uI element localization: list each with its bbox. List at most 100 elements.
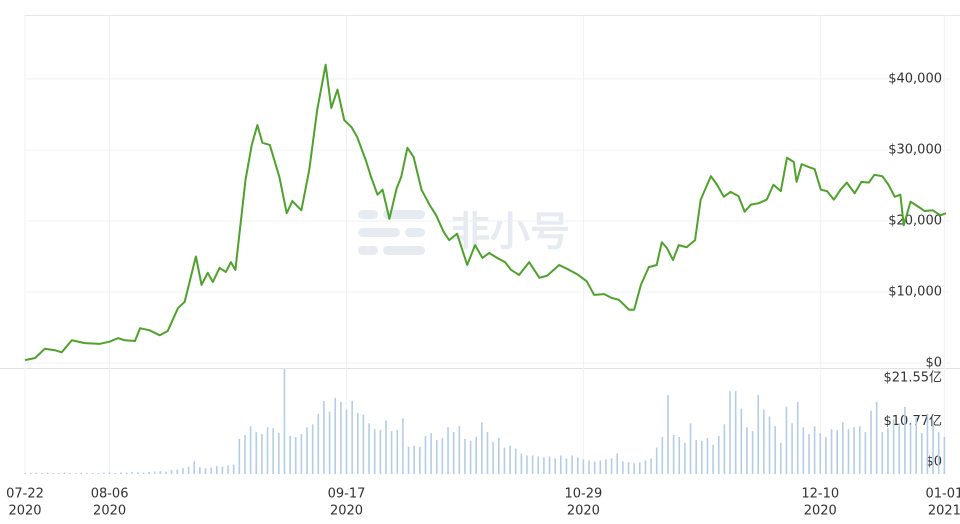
- watermark-icon: [358, 210, 425, 255]
- volume-bar: [91, 473, 94, 474]
- volume-bar: [232, 464, 235, 474]
- volume-bar: [283, 369, 286, 474]
- volume-bar: [402, 418, 404, 474]
- volume-bar: [526, 455, 528, 474]
- x-tick-year: 2020: [8, 504, 41, 519]
- volume-bar: [199, 467, 201, 474]
- volume-bar: [63, 472, 66, 474]
- volume-bar: [193, 461, 196, 474]
- volume-bar: [323, 400, 325, 474]
- volume-bar: [334, 397, 337, 474]
- volume-bar: [170, 470, 173, 474]
- volume-bar: [24, 473, 26, 474]
- volume-bar: [317, 413, 320, 474]
- volume-bar: [390, 431, 393, 474]
- volume-bar: [503, 447, 506, 474]
- volume-bar: [452, 432, 455, 474]
- volume-bar: [543, 457, 545, 474]
- volume-bar: [131, 472, 133, 474]
- volume-bar: [774, 426, 776, 474]
- volume-bar: [915, 417, 917, 474]
- volume-bar: [385, 420, 387, 474]
- volume-bar: [638, 462, 641, 474]
- volume-bar: [593, 461, 596, 474]
- volume-bar: [238, 438, 241, 474]
- volume-bar: [858, 426, 861, 474]
- volume-bar: [464, 438, 466, 474]
- volume-bar: [120, 472, 122, 474]
- volume-bar: [153, 471, 156, 474]
- volume-bar: [813, 426, 816, 474]
- x-tick-year: 2020: [93, 504, 126, 519]
- volume-bar: [215, 466, 218, 474]
- volume-bar: [148, 472, 150, 474]
- volume-bar: [672, 435, 675, 474]
- volume-bar: [819, 433, 822, 474]
- volume-bar: [125, 472, 128, 474]
- volume-bar: [221, 466, 224, 474]
- volume-bar: [565, 458, 568, 474]
- x-tick-label: 08-06: [91, 487, 129, 502]
- volume-bar: [424, 435, 427, 474]
- volume-bar: [695, 439, 697, 474]
- volume-bar: [802, 427, 805, 474]
- x-tick-label: 12-10: [801, 487, 839, 502]
- volume-bar: [791, 423, 793, 474]
- volume-bar: [362, 414, 365, 474]
- volume-bar: [847, 429, 850, 474]
- volume-bar: [717, 435, 720, 474]
- volume-bar: [836, 430, 838, 474]
- x-tick-year: 2020: [804, 504, 837, 519]
- volume-bar: [210, 467, 212, 474]
- y-tick-label: $40,000: [888, 71, 942, 86]
- volume-bar: [554, 458, 556, 474]
- volume-bar: [182, 468, 184, 474]
- volume-bar: [430, 433, 432, 474]
- volume-bar: [481, 422, 483, 474]
- volume-bar: [97, 473, 100, 474]
- x-tick-label: 01-01: [925, 487, 960, 502]
- volume-bar: [227, 465, 229, 474]
- volume-bar: [746, 427, 748, 474]
- volume-bar: [537, 456, 540, 474]
- y-tick-label: $21.55亿: [884, 371, 943, 386]
- volume-bar: [785, 406, 788, 474]
- volume-bar: [41, 473, 43, 474]
- x-tick-year: 2020: [330, 504, 363, 519]
- volume-bar: [887, 428, 889, 474]
- volume-bar: [407, 446, 410, 474]
- volume-bar: [531, 455, 534, 474]
- volume-bar: [340, 401, 342, 474]
- volume-bar: [734, 391, 737, 474]
- volume-bar: [441, 437, 444, 474]
- volume-bar: [588, 460, 590, 474]
- volume-bar: [435, 439, 438, 474]
- volume-bar: [486, 432, 489, 474]
- volume-bar: [689, 423, 692, 474]
- volume-bar: [103, 472, 105, 474]
- volume-bar: [678, 436, 681, 474]
- volume-bar: [684, 442, 686, 474]
- volume-bar: [779, 442, 782, 474]
- volume-bar: [892, 419, 895, 474]
- volume-bar: [904, 406, 906, 474]
- volume-bar: [943, 436, 946, 474]
- volume-bar: [729, 391, 731, 474]
- volume-bar: [667, 395, 669, 474]
- volume-bar: [610, 458, 613, 474]
- volume-bar: [278, 433, 280, 474]
- volume-bar: [492, 441, 494, 474]
- volume-bar: [548, 456, 551, 474]
- volume-bar: [796, 401, 799, 474]
- volume-bar: [768, 416, 771, 474]
- volume-bar: [497, 437, 500, 474]
- volume-bar: [926, 413, 929, 474]
- x-tick-label: 09-17: [328, 487, 366, 502]
- volume-bar: [932, 420, 934, 474]
- volume-bar: [368, 423, 370, 474]
- y-tick-label: $20,000: [888, 213, 942, 228]
- volume-bar: [644, 460, 647, 474]
- volume-bar: [605, 459, 607, 474]
- volume-bar: [864, 432, 867, 474]
